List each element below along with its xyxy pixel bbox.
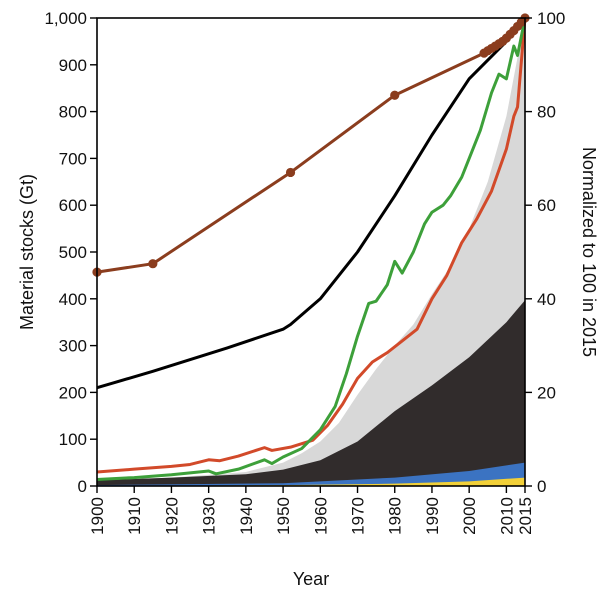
x-tick-label: 1900 [88,497,107,535]
series-marker-3-3 [390,90,400,100]
y-left-tick-label: 500 [59,243,87,262]
y-left-tick-label: 100 [59,430,87,449]
y-right-tick-label: 20 [537,383,556,402]
y-right-tick-label: 100 [537,9,565,28]
y-left-tick-label: 900 [59,56,87,75]
series-line-3 [96,17,527,274]
x-tick-label: 1910 [125,497,144,535]
y-left-tick-label: 600 [59,196,87,215]
x-tick-label: 1940 [237,497,256,535]
series-marker-3-2 [285,167,296,178]
y-left-tick-label: 0 [78,477,87,496]
x-tick-label: 2000 [460,497,479,535]
y-right-tick-label: 60 [537,196,556,215]
y-left-tick-label: 400 [59,290,87,309]
y-left-tick-label: 300 [59,337,87,356]
x-tick-label: 1990 [423,497,442,535]
series-marker-3-1 [148,259,158,269]
y-right-tick-label: 0 [537,477,546,496]
area-layer-1 [97,462,525,486]
x-tick-labels: 1900 1910 1920 1930 1940 1950 1960 1970 1980 1990… [88,497,535,535]
x-tick-label: 1930 [200,497,219,535]
series-line-0 [96,17,527,390]
x-tick-label: 1980 [386,497,405,535]
x-tick-label: 1950 [274,497,293,535]
y-right-tick-labels: 0 20 40 60 80 100 [537,9,565,496]
x-axis-title: Year [293,569,329,589]
y-left-axis-title: Material stocks (Gt) [17,174,37,330]
area-layer-0 [97,477,525,486]
y-right-tick-label: 40 [537,290,556,309]
y-right-tick-label: 80 [537,103,556,122]
stacked-areas [97,18,525,486]
series-lines [92,13,530,481]
x-tick-label: 1920 [162,497,181,535]
x-tick-label: 1960 [311,497,330,535]
y-left-tick-label: 700 [59,149,87,168]
y-left-tick-label: 800 [59,103,87,122]
x-tick-label: 1970 [349,497,368,535]
y-right-axis-title: Normalized to 100 in 2015 [579,147,599,357]
axis-ticks [90,17,532,493]
y-left-tick-labels: 0 100 200 300 400 500 600 700 800 900 1,000 [44,9,87,496]
series-line-1 [96,17,527,474]
series-line-2 [96,17,527,481]
y-left-tick-label: 200 [59,383,87,402]
x-tick-label: 2015 [516,497,535,535]
area-layer-3 [97,18,525,486]
area-layer-2 [97,300,525,486]
x-tick-label: 2010 [497,497,516,535]
y-left-tick-label: 1,000 [44,9,87,28]
